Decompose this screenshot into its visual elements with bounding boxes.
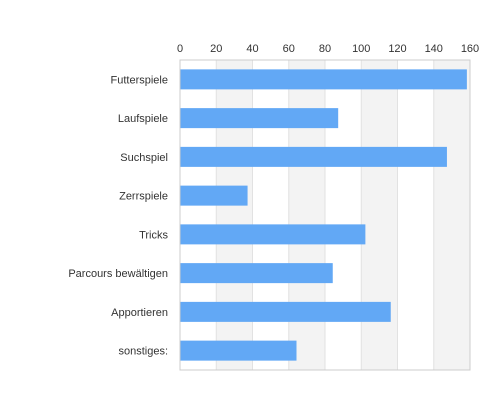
x-tick-label: 80 (319, 43, 331, 55)
bar (180, 146, 447, 167)
category-label: Laufspiele (118, 113, 168, 125)
bar (180, 108, 339, 129)
category-label: Zerrspiele (119, 191, 168, 203)
x-tick-label: 140 (425, 43, 443, 55)
plot-border (179, 59, 471, 371)
category-label: Tricks (139, 229, 168, 241)
bar (180, 69, 467, 90)
plot-frame (179, 59, 471, 371)
background-band (433, 60, 470, 370)
x-tick-label: 40 (246, 43, 258, 55)
x-tick-label: 120 (388, 43, 406, 55)
x-tick-label: 60 (283, 43, 295, 55)
x-axis-ticks: 0 20 40 60 80 100 120 140 160 (177, 43, 479, 55)
x-tick-label: 20 (210, 43, 222, 55)
category-labels: Futterspiele Laufspiele Suchspiel Zerrspiel… (68, 74, 168, 357)
x-tick-label: 100 (352, 43, 370, 55)
bar (180, 185, 248, 206)
category-label: Apportieren (111, 307, 168, 319)
bar (180, 301, 391, 322)
category-label: Suchspiel (120, 152, 168, 164)
bar (180, 263, 333, 284)
x-tick-label: 0 (177, 43, 183, 55)
category-label: sonstiges: (118, 346, 168, 358)
category-label: Parcours bewältigen (68, 268, 168, 280)
background-band (288, 60, 325, 370)
bars (180, 69, 467, 361)
bar (180, 340, 297, 361)
background-band (216, 60, 253, 370)
x-tick-label: 160 (461, 43, 479, 55)
category-label: Futterspiele (111, 74, 168, 86)
background-bands (216, 60, 470, 370)
background-band (361, 60, 398, 370)
bar (180, 224, 366, 245)
